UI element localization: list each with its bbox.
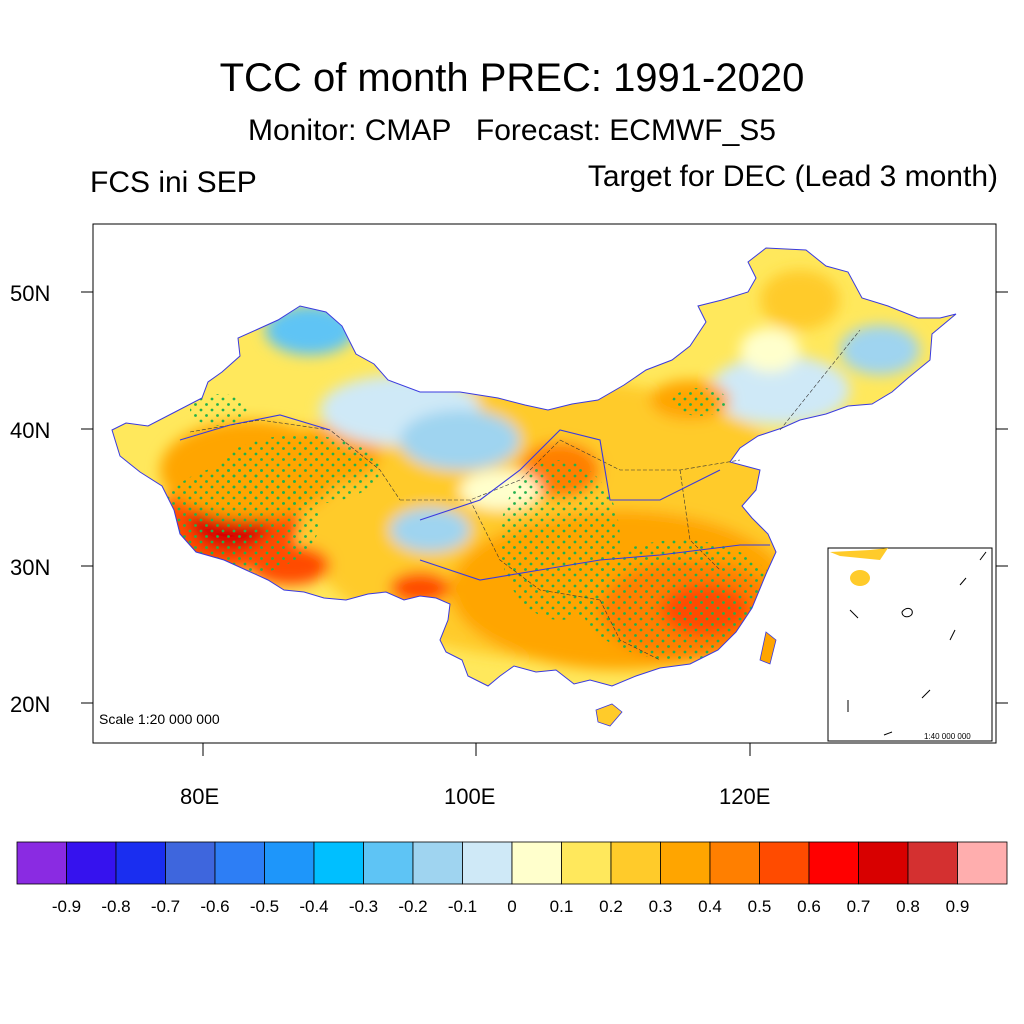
colorbar-tick-label: 0.8 (896, 897, 920, 916)
colorbar-tick-label: -0.1 (447, 897, 478, 916)
colorbar-tick-label: -0.8 (101, 897, 131, 916)
colorbar-tick-label: 0.6 (797, 897, 821, 916)
colorbar-swatch (412, 841, 463, 885)
lat-label-30n: 30N (10, 555, 51, 580)
axis-ticks (81, 291, 1008, 756)
colorbar-tick-label: -0.2 (398, 897, 428, 916)
lon-label-120e: 120E (719, 784, 771, 809)
colorbar-swatch (610, 841, 661, 885)
colorbar-swatch (660, 841, 711, 885)
lat-label-50n: 50N (10, 281, 51, 306)
lat-label-40n: 40N (10, 418, 51, 443)
colorbar-swatch (759, 841, 810, 885)
colorbar-tick-label: 0.7 (846, 897, 871, 916)
colorbar-tick-label: 0.1 (549, 897, 574, 916)
init-month-label: FCS ini SEP (90, 166, 257, 199)
lon-label-100e: 100E (444, 784, 496, 809)
scale-note: Scale 1:20 000 000 (99, 711, 220, 727)
colorbar-swatch (66, 841, 117, 885)
colorbar-tick-label: -0.4 (299, 897, 329, 916)
colorbar-swatch (264, 841, 315, 885)
colorbar-swatch (907, 841, 958, 885)
chart-title: TCC of month PREC: 1991-2020 (219, 56, 805, 100)
colorbar-swatch (561, 841, 612, 885)
colorbar-swatch (115, 841, 166, 885)
colorbar-swatch (165, 841, 216, 885)
colorbar-tick-label: -0.6 (200, 897, 230, 916)
colorbar-tick-label: -0.3 (348, 897, 379, 916)
colorbar-swatch (957, 841, 1008, 885)
target-month-label: Target for DEC (Lead 3 month) (587, 160, 998, 193)
lat-label-20n: 20N (10, 692, 51, 717)
colorbar-tick-label: 0.9 (945, 897, 970, 916)
colorbar-swatch (363, 841, 414, 885)
colorbar-swatch (214, 841, 265, 885)
rivers (179, 414, 770, 581)
colorbar-tick-label: 0 (507, 897, 517, 916)
colorbar-tick-label: -0.5 (249, 897, 280, 916)
colorbar-swatch (858, 841, 909, 885)
colorbar-swatch (709, 841, 760, 885)
colorbar-swatch (462, 841, 513, 885)
chart-subtitle: Monitor: CMAP Forecast: ECMWF_S5 (248, 114, 776, 147)
significance-stippling (160, 388, 780, 660)
colorbar-swatch (16, 841, 67, 885)
colorbar-tick-label: -0.7 (150, 897, 181, 916)
lon-label-80e: 80E (180, 784, 220, 809)
colorbar-tick-label: -0.9 (51, 897, 82, 916)
colorbar-tick-label: 0.5 (747, 897, 772, 916)
colorbar-swatch (313, 841, 364, 885)
colorbar (16, 841, 1008, 885)
colorbar-tick-label: 0.4 (698, 897, 722, 916)
colorbar-tick-label: 0.2 (599, 897, 623, 916)
colorbar-tick-label: 0.3 (648, 897, 673, 916)
colorbar-swatch (511, 841, 562, 885)
inset-scale-note: 1:40 000 000 (924, 732, 971, 741)
colorbar-swatch (808, 841, 859, 885)
